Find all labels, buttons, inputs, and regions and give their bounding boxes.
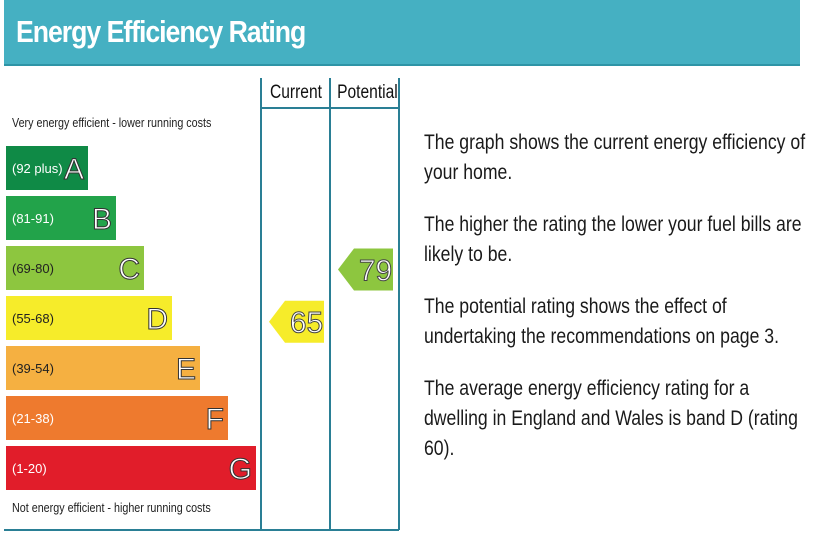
rating-chart: (92 plus) A (81-91) B (69-80) C (55-68) D (39-54…: [4, 78, 400, 531]
band-range-g: (1-20): [12, 461, 47, 476]
info-paragraph-1: The graph shows the current energy effic…: [424, 131, 806, 184]
band-bar-b: [6, 196, 116, 240]
band-range-a: (92 plus): [12, 161, 63, 176]
band-letter-f: F: [206, 403, 224, 436]
band-range-e: (39-54): [12, 361, 54, 376]
bottom-efficiency-label: Not energy efficient - higher running co…: [12, 501, 211, 515]
band-bar-d: [6, 296, 172, 340]
band-bar-a: [6, 146, 88, 190]
band-bar-c: [6, 246, 144, 290]
info-panel: The graph shows the current energy effic…: [424, 128, 814, 486]
column-header-current: Current: [270, 82, 322, 103]
rating-value-potential: 79: [359, 254, 392, 287]
info-paragraph-2: The higher the rating the lower your fue…: [424, 213, 802, 266]
band-range-d: (55-68): [12, 311, 54, 326]
rating-chart-svg: (92 plus) A (81-91) B (69-80) C (55-68) D (39-54…: [4, 78, 400, 531]
band-letter-e: E: [176, 353, 196, 386]
band-letter-b: B: [92, 203, 112, 236]
band-letter-g: G: [229, 453, 252, 486]
band-range-c: (69-80): [12, 261, 54, 276]
band-bar-f: [6, 396, 228, 440]
header-bar: Energy Efficiency Rating: [4, 0, 800, 66]
band-letter-a: A: [64, 153, 84, 186]
band-range-f: (21-38): [12, 411, 54, 426]
rating-value-current: 65: [290, 307, 323, 340]
rating-arrow-current: [269, 300, 324, 343]
info-paragraph-4: The average energy efficiency rating for…: [424, 377, 798, 460]
column-header-potential: Potential: [337, 82, 398, 103]
band-letter-c: C: [118, 253, 140, 286]
band-bar-e: [6, 346, 200, 390]
top-efficiency-label: Very energy efficient - lower running co…: [12, 116, 212, 130]
rating-arrow-potential: [338, 248, 393, 291]
band-range-b: (81-91): [12, 211, 54, 226]
page-title: Energy Efficiency Rating: [16, 14, 306, 49]
band-letter-d: D: [146, 303, 168, 336]
band-bar-g: [6, 446, 256, 490]
info-paragraph-3: The potential rating shows the effect of…: [424, 295, 780, 348]
